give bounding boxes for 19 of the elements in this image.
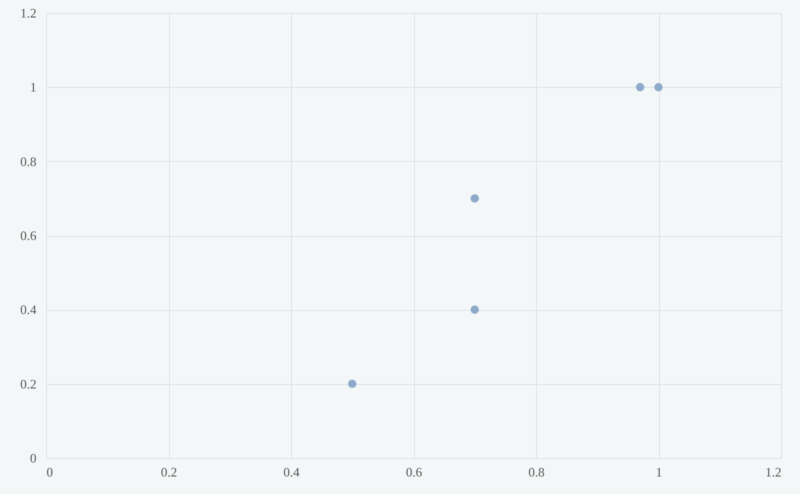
y-tick-label: 1 [30, 80, 36, 95]
point [654, 82, 663, 92]
point [348, 380, 356, 388]
y-tick-label: 0 [30, 450, 36, 466]
x-tick-label: 0.2 [160, 464, 178, 480]
x-tick-label: 0.6 [406, 464, 423, 480]
x-tick-label: 0.4 [283, 464, 300, 480]
x-tick-label: 0 [46, 464, 53, 480]
y-tick-label: 0.6 [20, 228, 37, 243]
y-tick-label: 0.2 [20, 376, 36, 392]
y-tick-label: 1.2 [20, 6, 36, 20]
x-tick-label: 1 [656, 464, 662, 480]
y-tick-label: 0.4 [20, 302, 37, 318]
point [470, 305, 479, 314]
point [470, 194, 479, 203]
point [636, 82, 644, 92]
y-tick-label: 0.8 [20, 154, 36, 169]
x-tick-label: 0.8 [528, 464, 545, 480]
x-tick-label: 1.2 [765, 464, 782, 480]
